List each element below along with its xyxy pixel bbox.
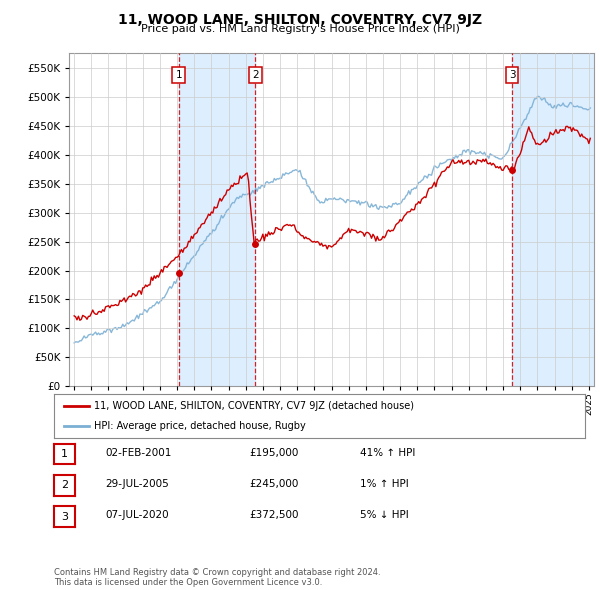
Text: 2: 2 [252, 70, 259, 80]
Text: 1: 1 [175, 70, 182, 80]
Text: 3: 3 [61, 512, 68, 522]
Text: 3: 3 [509, 70, 515, 80]
Text: £372,500: £372,500 [249, 510, 299, 520]
Text: 1% ↑ HPI: 1% ↑ HPI [360, 479, 409, 489]
Bar [179, 53, 256, 386]
Text: 02-FEB-2001: 02-FEB-2001 [105, 448, 172, 457]
Text: 1: 1 [61, 449, 68, 459]
Text: Contains HM Land Registry data © Crown copyright and database right 2024.
This d: Contains HM Land Registry data © Crown c… [54, 568, 380, 587]
Text: HPI: Average price, detached house, Rugby: HPI: Average price, detached house, Rugb… [94, 421, 305, 431]
Text: 11, WOOD LANE, SHILTON, COVENTRY, CV7 9JZ: 11, WOOD LANE, SHILTON, COVENTRY, CV7 9J… [118, 13, 482, 27]
Text: 11, WOOD LANE, SHILTON, COVENTRY, CV7 9JZ (detached house): 11, WOOD LANE, SHILTON, COVENTRY, CV7 9J… [94, 401, 414, 411]
Text: £245,000: £245,000 [249, 479, 298, 489]
Text: 41% ↑ HPI: 41% ↑ HPI [360, 448, 415, 457]
Text: 07-JUL-2020: 07-JUL-2020 [105, 510, 169, 520]
Text: 29-JUL-2005: 29-JUL-2005 [105, 479, 169, 489]
Text: £195,000: £195,000 [249, 448, 298, 457]
Bar [512, 53, 594, 386]
Text: 2: 2 [61, 480, 68, 490]
Text: 5% ↓ HPI: 5% ↓ HPI [360, 510, 409, 520]
Text: Price paid vs. HM Land Registry's House Price Index (HPI): Price paid vs. HM Land Registry's House … [140, 24, 460, 34]
